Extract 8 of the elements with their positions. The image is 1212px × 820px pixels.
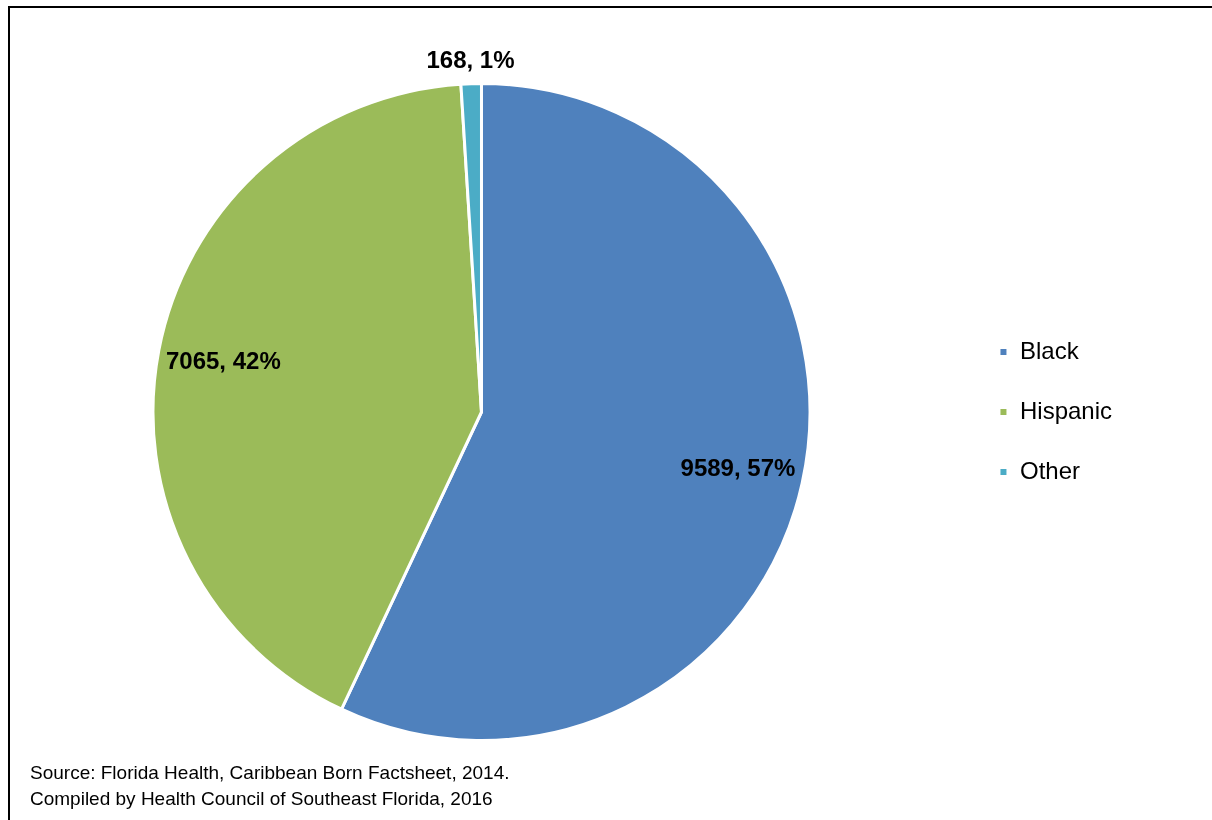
data-label: 7065, 42% <box>165 347 281 375</box>
data-label: 168, 1% <box>426 46 515 74</box>
legend-label: Black <box>1019 336 1080 364</box>
source-note: Source: Florida Health, Caribbean Born Factsheet, 2014. <box>30 761 510 785</box>
text: Compiled by Health Council of Southeast Florida, 2016 <box>30 787 494 811</box>
data-label: 9589, 57% <box>680 453 796 481</box>
legend-label: Hispanic <box>1019 396 1113 424</box>
legend-label: Other <box>1019 456 1080 484</box>
